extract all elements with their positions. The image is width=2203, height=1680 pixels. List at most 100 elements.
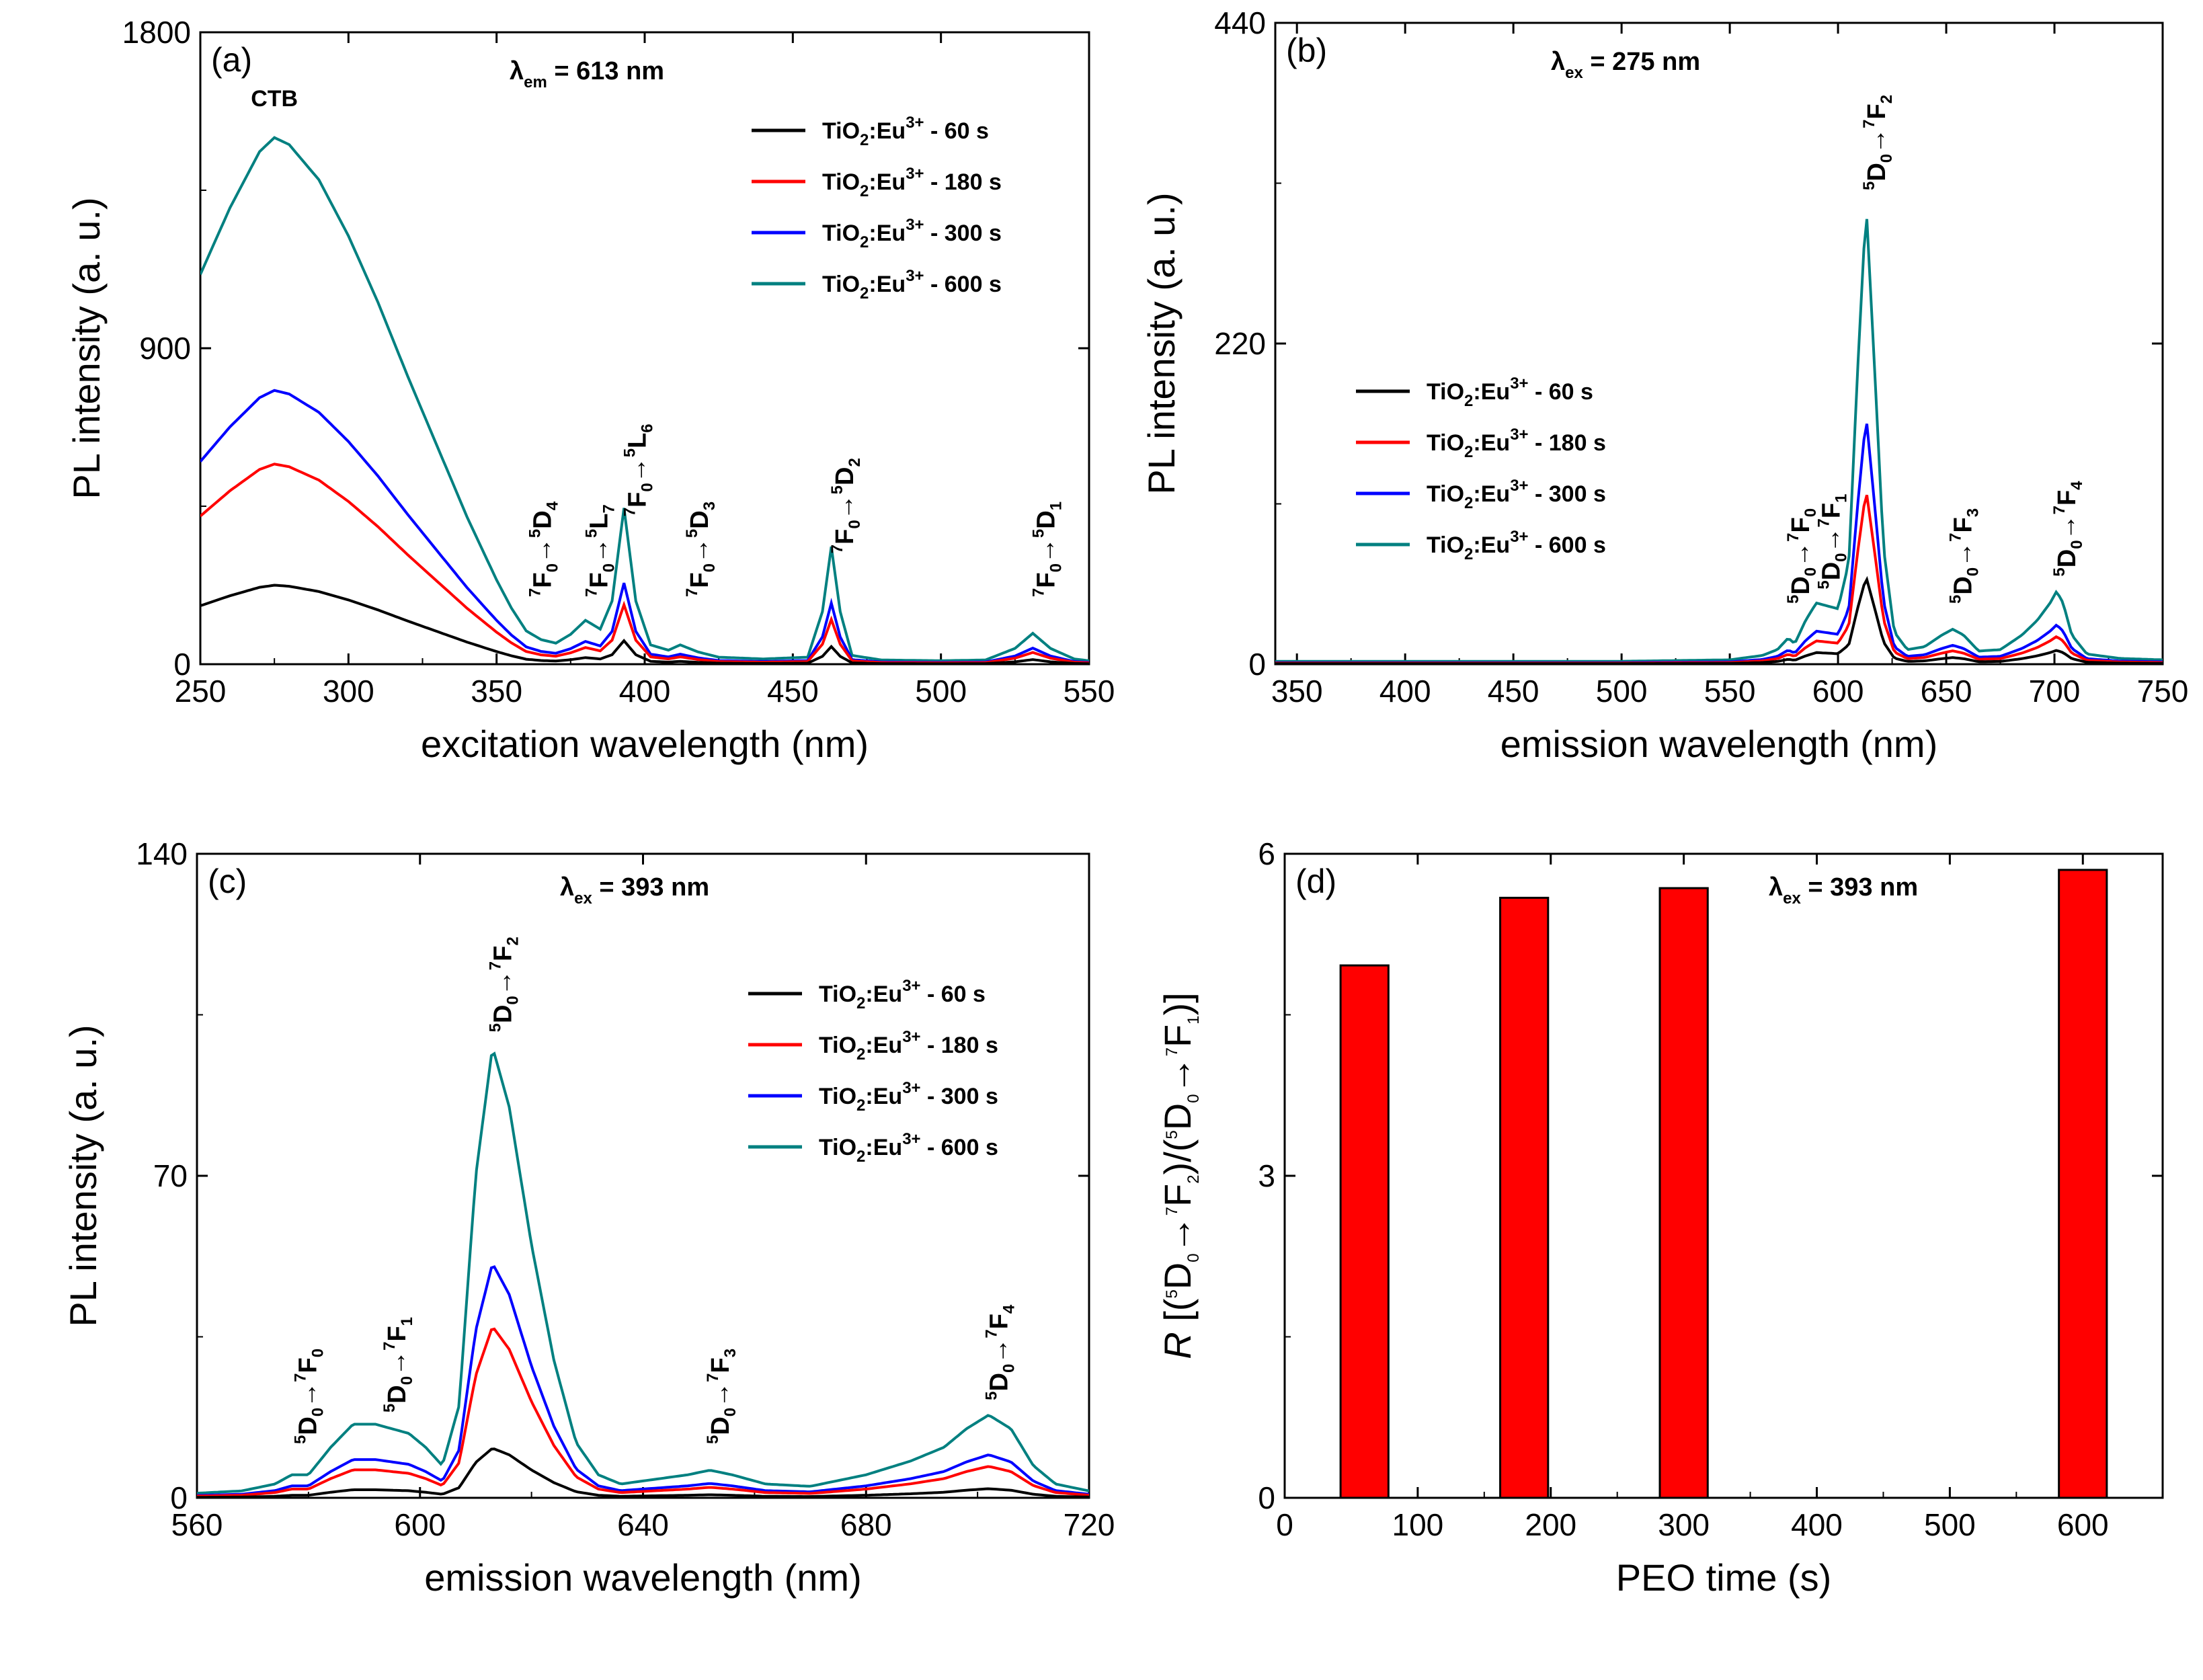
panel-label: (d) bbox=[1295, 863, 1336, 900]
legend-entry: TiO2:Eu3+ - 300 s bbox=[1427, 477, 1606, 512]
x-tick-label: 400 bbox=[619, 674, 671, 709]
transition-label: 7F0→5D4 bbox=[526, 501, 562, 597]
y-tick-label: 6 bbox=[1258, 836, 1275, 871]
transition-label: 7F0→5D1 bbox=[1030, 502, 1066, 597]
x-tick-label: 300 bbox=[1658, 1507, 1710, 1542]
ctb-annotation: CTB bbox=[251, 86, 298, 112]
legend-entry: TiO2:Eu3+ - 300 s bbox=[819, 1079, 998, 1115]
x-tick-label: 350 bbox=[1271, 674, 1323, 709]
legend-entry: TiO2:Eu3+ - 60 s bbox=[819, 977, 986, 1012]
legend-entry: TiO2:Eu3+ - 180 s bbox=[819, 1028, 998, 1064]
y-tick-label: 0 bbox=[173, 647, 191, 682]
series-line-4 bbox=[1275, 218, 2163, 663]
transition-annotation: 5D0→7F0 bbox=[1784, 508, 1820, 604]
transition-label: 5D0→7F3 bbox=[1947, 508, 1982, 604]
x-tick-label: 0 bbox=[1276, 1507, 1293, 1542]
x-tick-label: 640 bbox=[617, 1507, 669, 1542]
x-tick-label: 600 bbox=[1812, 674, 1864, 709]
transition-annotation: 7F0→5L6 bbox=[621, 424, 657, 516]
panel-label: (a) bbox=[211, 41, 252, 79]
legend-entry: TiO2:Eu3+ - 300 s bbox=[822, 216, 1002, 251]
transition-label: 5D0→7F2 bbox=[1860, 95, 1896, 190]
transition-annotation: 7F0→5D4 bbox=[526, 501, 562, 597]
transition-label: 7F0→5L7 bbox=[582, 504, 618, 597]
x-tick-label: 450 bbox=[767, 674, 819, 709]
x-tick-label: 600 bbox=[2057, 1507, 2109, 1542]
y-tick-label: 0 bbox=[1258, 1480, 1275, 1515]
y-tick-label: 140 bbox=[136, 836, 188, 871]
x-tick-label: 720 bbox=[1064, 1507, 1115, 1542]
excitation-condition-label: λex = 393 nm bbox=[1769, 873, 1918, 908]
y-axis-label: R [(5D0→7F2)/(5D0→7F1)] bbox=[1156, 992, 1203, 1359]
series-line-4 bbox=[200, 136, 1089, 662]
panel-b-emission-spectra-275nm: 350 400 450 500 550 600 650 700 750 0 220 440 emissi… bbox=[1140, 5, 2188, 765]
transition-label: 5D0→7F0 bbox=[1784, 508, 1820, 604]
series-line-1 bbox=[1275, 575, 2163, 664]
y-axis-label: PL intensity (a. u.) bbox=[62, 1025, 104, 1326]
panel-label: (c) bbox=[208, 863, 247, 900]
x-tick-label: 500 bbox=[1924, 1507, 1976, 1542]
transition-label: 5D0→7F1 bbox=[1814, 494, 1850, 590]
plot-frame bbox=[1283, 852, 2164, 1499]
x-tick-label: 700 bbox=[2029, 674, 2081, 709]
transition-annotation: 5D0→7F4 bbox=[2050, 481, 2086, 577]
x-tick-label: 650 bbox=[1921, 674, 1972, 709]
x-tick-label: 250 bbox=[175, 674, 227, 709]
transition-label: 5D0→7F4 bbox=[2050, 481, 2086, 577]
series-line-2 bbox=[1275, 494, 2163, 664]
y-axis-label: PL intensity (a. u.) bbox=[1140, 192, 1183, 494]
transition-annotation: 5D0→7F1 bbox=[380, 1317, 416, 1412]
x-tick-label: 750 bbox=[2137, 674, 2189, 709]
panel-label: (b) bbox=[1286, 32, 1327, 69]
transition-annotation: 5D0→7F2 bbox=[487, 936, 522, 1032]
x-tick-label: 560 bbox=[171, 1507, 223, 1542]
transition-label: 5D0→7F4 bbox=[983, 1304, 1018, 1400]
x-tick-label: 680 bbox=[840, 1507, 892, 1542]
legend-entry: TiO2:Eu3+ - 180 s bbox=[1427, 426, 1606, 461]
transition-annotation: 5D0→7F2 bbox=[1860, 95, 1896, 190]
legend-entry: TiO2:Eu3+ - 600 s bbox=[819, 1130, 998, 1166]
transition-annotation: 7F0→5D2 bbox=[828, 458, 864, 553]
transition-annotation: 7F0→5D3 bbox=[683, 502, 719, 597]
transition-label: 7F0→5L6 bbox=[621, 424, 657, 516]
transition-annotation: 7F0→5D1 bbox=[1030, 502, 1066, 597]
transition-label: 5D0→7F0 bbox=[291, 1349, 327, 1444]
legend-entry: TiO2:Eu3+ - 60 s bbox=[1427, 374, 1593, 410]
transition-annotation: 5D0→7F4 bbox=[983, 1304, 1018, 1400]
y-tick-label: 0 bbox=[1248, 647, 1266, 682]
legend-entry: TiO2:Eu3+ - 60 s bbox=[822, 114, 989, 149]
x-tick-label: 550 bbox=[1064, 674, 1115, 709]
panel-a-excitation-spectra: 250 300 350 400 450 500 550 0 900 1800 excitation … bbox=[65, 15, 1115, 765]
series-line-1 bbox=[200, 584, 1089, 664]
bar-180s bbox=[1499, 896, 1550, 1499]
transition-annotation: 7F0→5L7 bbox=[582, 504, 618, 597]
series-line-1 bbox=[197, 1447, 1089, 1498]
bar-60s bbox=[1339, 964, 1390, 1499]
panel-d-asymmetry-ratio-bars: 0 100 200 300 400 500 600 0 3 6 PEO time (s) (d) R [… bbox=[1156, 836, 2164, 1599]
x-tick-label: 200 bbox=[1525, 1507, 1576, 1542]
y-tick-label: 1800 bbox=[122, 15, 191, 50]
y-tick-label: 440 bbox=[1214, 5, 1266, 40]
x-tick-label: 500 bbox=[915, 674, 967, 709]
y-tick-label: 0 bbox=[170, 1480, 188, 1515]
y-axis-label: PL intensity (a. u.) bbox=[65, 197, 108, 499]
x-tick-label: 450 bbox=[1488, 674, 1539, 709]
transition-annotation: 5D0→7F0 bbox=[291, 1349, 327, 1444]
transition-annotation: 5D0→7F3 bbox=[704, 1349, 739, 1444]
excitation-condition-label: λex = 275 nm bbox=[1551, 48, 1700, 82]
x-tick-label: 550 bbox=[1704, 674, 1756, 709]
series-line-4 bbox=[197, 1051, 1089, 1495]
y-tick-label: 3 bbox=[1258, 1158, 1275, 1193]
y-tick-label: 70 bbox=[153, 1158, 188, 1193]
x-axis-label: emission wavelength (nm) bbox=[1500, 723, 1937, 765]
x-tick-label: 100 bbox=[1392, 1507, 1444, 1542]
x-tick-label: 400 bbox=[1379, 674, 1431, 709]
transition-annotation: 5D0→7F1 bbox=[1814, 494, 1850, 590]
y-tick-label: 900 bbox=[139, 331, 191, 366]
legend-entry: TiO2:Eu3+ - 600 s bbox=[822, 267, 1002, 303]
x-tick-label: 300 bbox=[323, 674, 374, 709]
y-tick-label: 220 bbox=[1214, 326, 1266, 361]
excitation-condition-label: λex = 393 nm bbox=[560, 873, 709, 908]
series-line-2 bbox=[197, 1327, 1089, 1498]
x-axis-label: emission wavelength (nm) bbox=[424, 1556, 861, 1599]
